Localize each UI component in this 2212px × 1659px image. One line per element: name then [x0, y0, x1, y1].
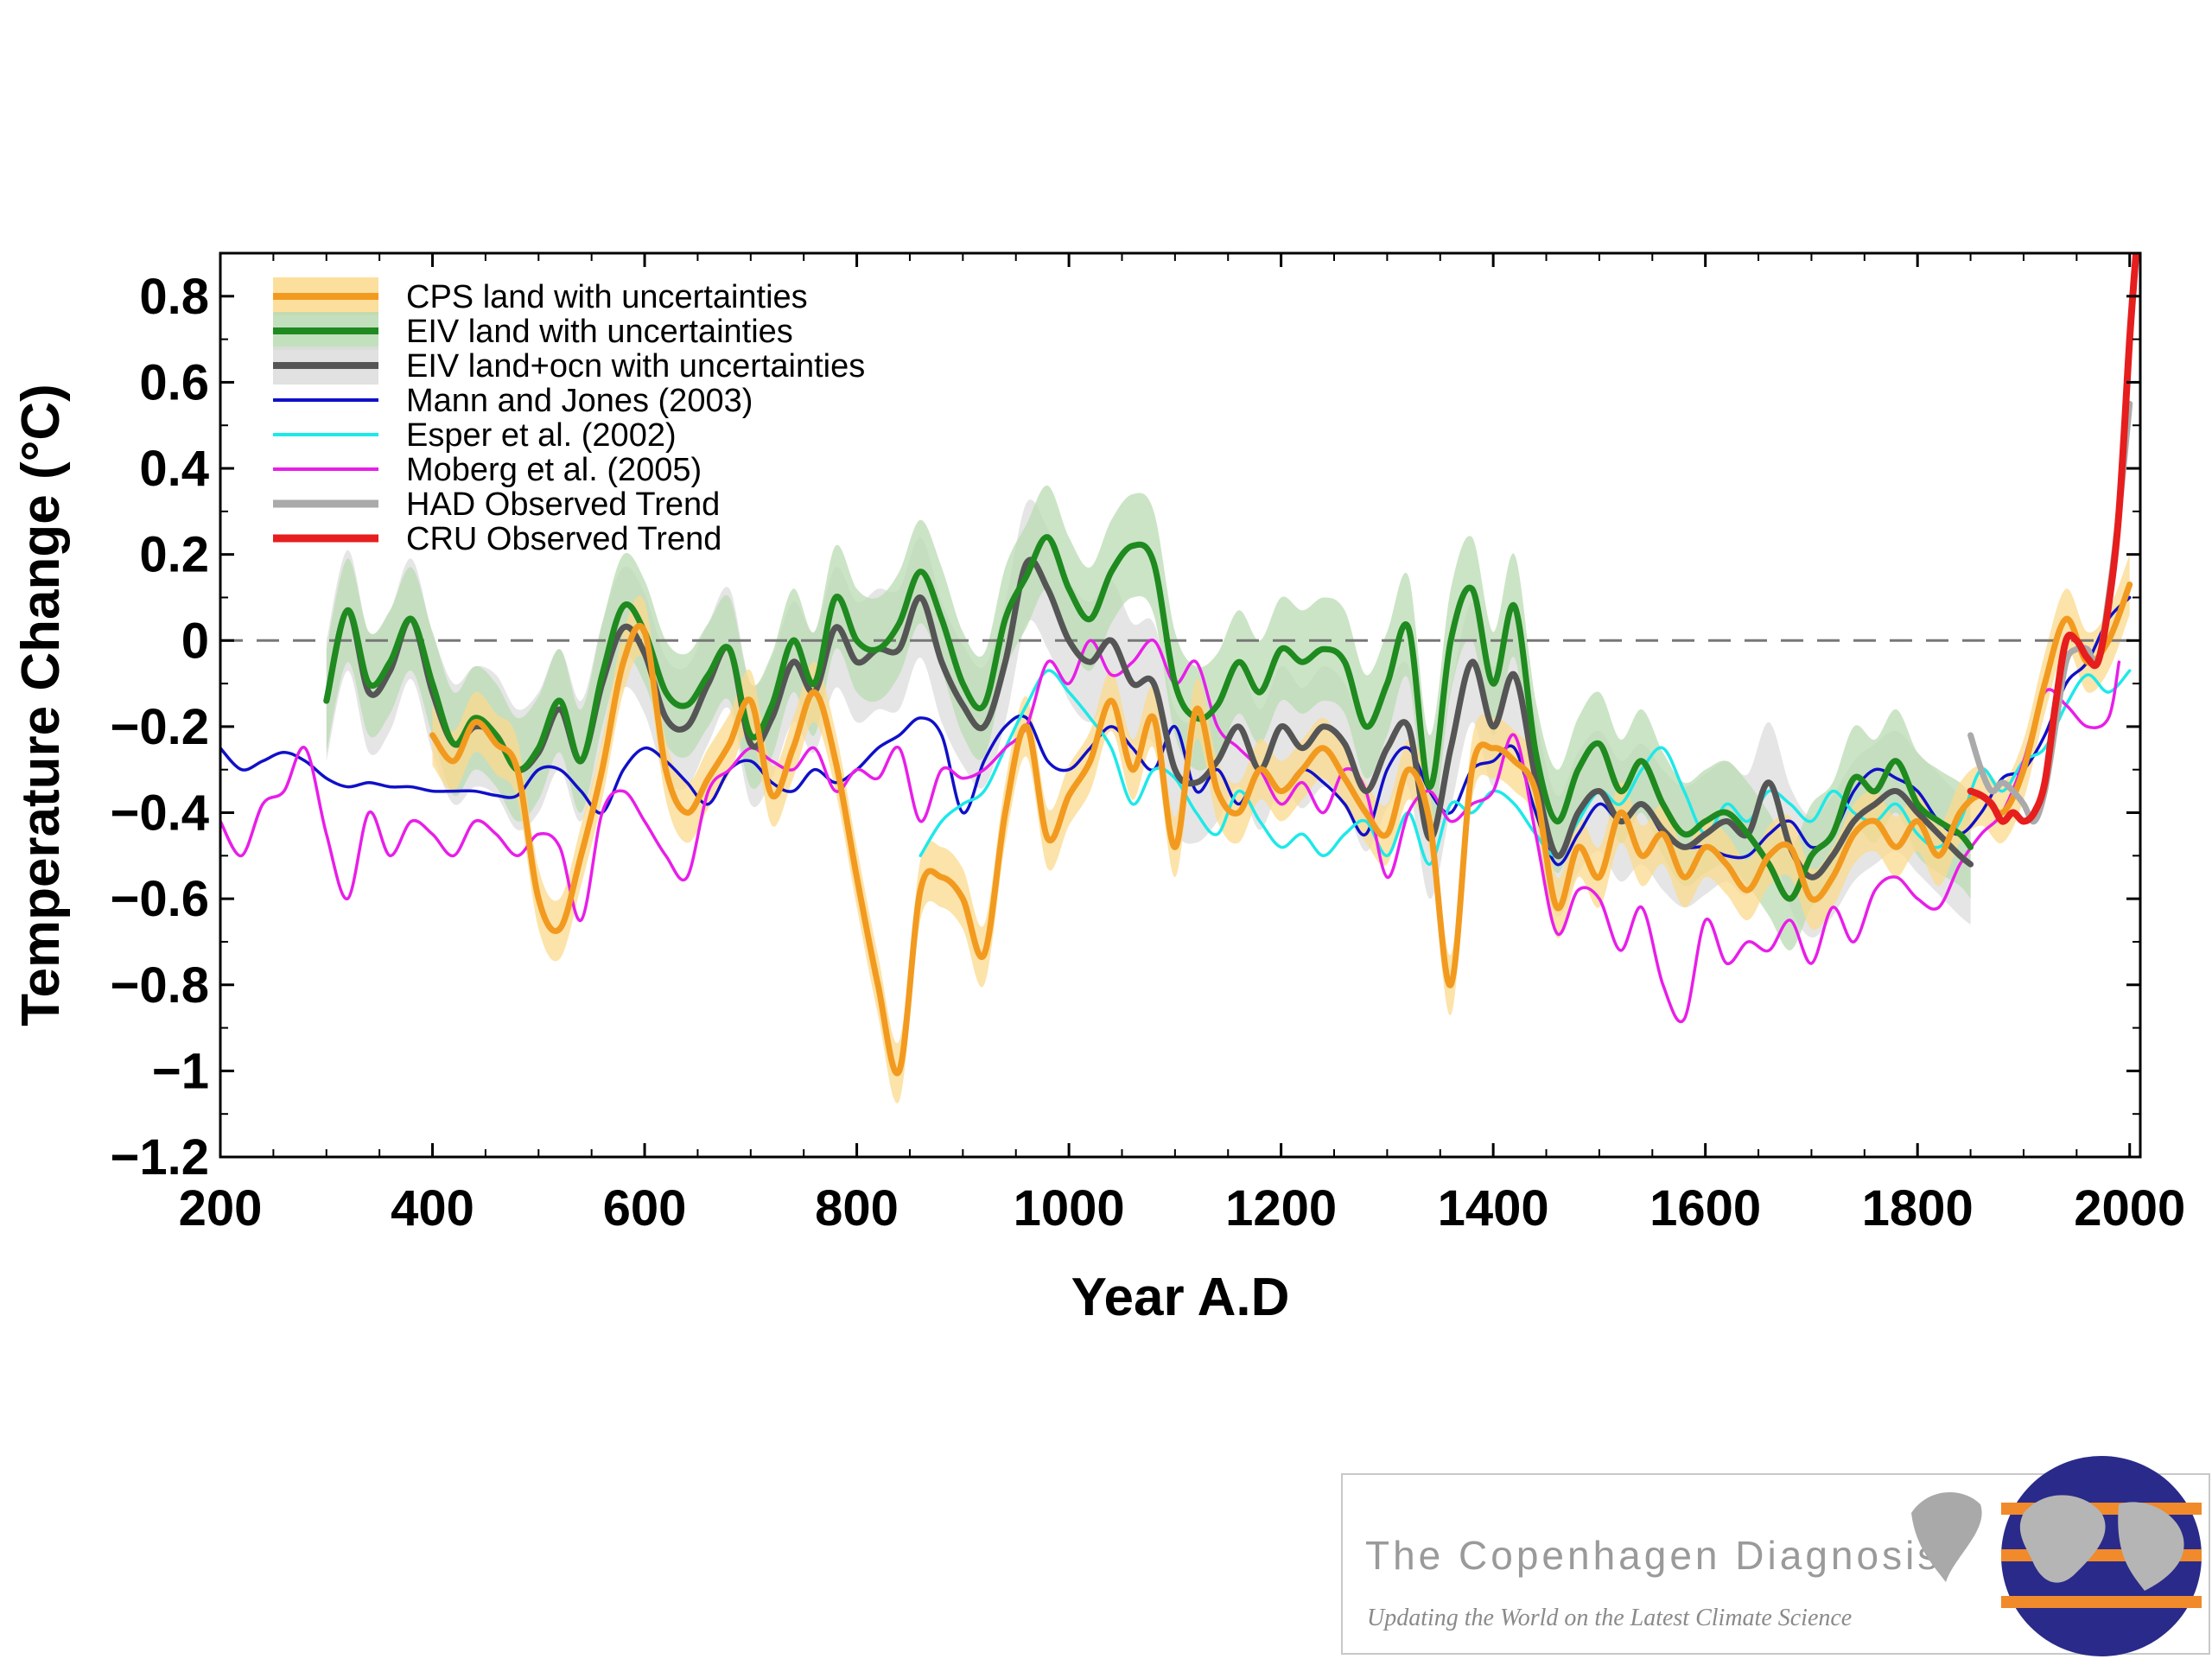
y-tick-label: 0 — [181, 613, 209, 669]
y-tick-label: −0.2 — [111, 699, 210, 755]
legend-item-eiv-land-with-uncertainties: EIV land with uncertainties — [273, 312, 793, 350]
legend-item-cps-land-with-uncertainties: CPS land with uncertainties — [273, 277, 808, 315]
legend-item-cru-observed-trend: CRU Observed Trend — [273, 521, 721, 557]
y-tick-label: −0.4 — [111, 785, 210, 842]
globe-icon — [1911, 1456, 2202, 1656]
y-tick-label: −0.6 — [111, 871, 210, 927]
legend-item-had-observed-trend: HAD Observed Trend — [273, 486, 720, 523]
x-tick-labels: 200 400 600 800 1000 1200 1400 1600 1800 2000 — [179, 1180, 2186, 1236]
line-eiv-land-with-uncertainties — [323, 534, 1974, 902]
y-axis-title: Temperature Change (°C) — [11, 384, 71, 1027]
legend-item-esper-et-al-2002: Esper et al. (2002) — [273, 417, 677, 454]
y-tick-label: −0.8 — [111, 957, 210, 1014]
legend-label: Mann and Jones (2003) — [406, 383, 753, 419]
legend-item-moberg-et-al-2005: Moberg et al. (2005) — [273, 452, 702, 488]
x-tick-label: 400 — [391, 1180, 474, 1236]
line-moberg-et-al-2005 — [220, 639, 2121, 1023]
x-tick-label: 800 — [815, 1180, 899, 1236]
copenhagen-diagnosis-logo: The Copenhagen Diagnosis Updating the Wo… — [1341, 1456, 2210, 1656]
x-tick-label: 1000 — [1014, 1180, 1125, 1236]
legend-label: CRU Observed Trend — [406, 521, 721, 557]
band-cps-land-with-uncertainties — [432, 554, 2130, 1103]
band-eiv-land-with-uncertainties — [326, 485, 1971, 950]
x-tick-label: 200 — [179, 1180, 263, 1236]
y-tick-labels: −1.2 −1 −0.8 −0.6 −0.4 −0.2 0 0.2 0.4 0.6 0.8 — [111, 269, 210, 1185]
legend-label: CPS land with uncertainties — [406, 279, 808, 315]
x-tick-label: 2000 — [2074, 1180, 2185, 1236]
y-tick-label: 0.8 — [139, 269, 209, 325]
x-tick-label: 1600 — [1649, 1180, 1761, 1236]
series-lines — [220, 253, 2140, 1077]
x-tick-label: 1400 — [1438, 1180, 1549, 1236]
logo-title: The Copenhagen Diagnosis — [1365, 1533, 1942, 1578]
y-tick-label: −1 — [152, 1043, 209, 1099]
plot-frame — [219, 251, 2142, 1159]
logo-tagline: Updating the World on the Latest Climate… — [1367, 1605, 1853, 1631]
x-tick-label: 1800 — [1862, 1180, 1974, 1236]
line-cru-observed-trend — [1967, 253, 2140, 825]
line-cps-land-with-uncertainties — [429, 582, 2133, 1077]
legend-label: HAD Observed Trend — [406, 486, 720, 523]
line-mann-and-jones-2003 — [220, 595, 2132, 867]
legend-item-mann-and-jones-2003: Mann and Jones (2003) — [273, 383, 753, 419]
legend-label: EIV land with uncertainties — [406, 314, 793, 350]
legend-label: EIV land+ocn with uncertainties — [406, 348, 865, 385]
y-tick-label: 0.6 — [139, 354, 209, 410]
x-axis-title: Year A.D — [1071, 1268, 1290, 1327]
x-tick-label: 1200 — [1225, 1180, 1337, 1236]
y-tick-label: 0.2 — [139, 527, 209, 583]
legend-item-eiv-land-ocn-with-uncertainties: EIV land+ocn with uncertainties — [273, 346, 865, 385]
legend-label: Esper et al. (2002) — [406, 417, 677, 454]
axis-ticks — [219, 253, 2140, 1159]
x-tick-label: 600 — [603, 1180, 687, 1236]
y-tick-label: 0.4 — [139, 441, 209, 497]
y-tick-label: −1.2 — [111, 1129, 210, 1185]
legend-label: Moberg et al. (2005) — [406, 452, 702, 488]
